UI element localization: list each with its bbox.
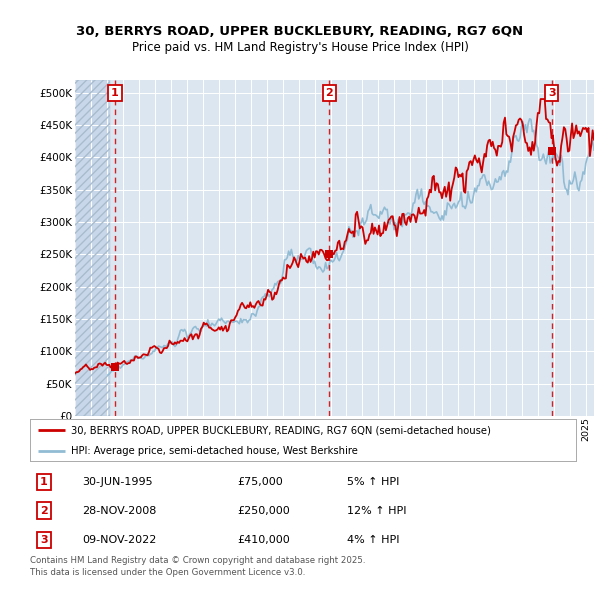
Text: Price paid vs. HM Land Registry's House Price Index (HPI): Price paid vs. HM Land Registry's House … (131, 41, 469, 54)
Text: 28-NOV-2008: 28-NOV-2008 (82, 506, 156, 516)
Text: 30, BERRYS ROAD, UPPER BUCKLEBURY, READING, RG7 6QN: 30, BERRYS ROAD, UPPER BUCKLEBURY, READI… (76, 25, 524, 38)
Text: 30, BERRYS ROAD, UPPER BUCKLEBURY, READING, RG7 6QN (semi-detached house): 30, BERRYS ROAD, UPPER BUCKLEBURY, READI… (71, 425, 491, 435)
Text: 2: 2 (40, 506, 47, 516)
Text: 30-JUN-1995: 30-JUN-1995 (82, 477, 152, 487)
Text: 12% ↑ HPI: 12% ↑ HPI (347, 506, 406, 516)
Text: £410,000: £410,000 (238, 535, 290, 545)
Text: Contains HM Land Registry data © Crown copyright and database right 2025.: Contains HM Land Registry data © Crown c… (30, 556, 365, 565)
Text: 1: 1 (40, 477, 47, 487)
Text: HPI: Average price, semi-detached house, West Berkshire: HPI: Average price, semi-detached house,… (71, 446, 358, 455)
Text: 2: 2 (325, 88, 333, 98)
Text: 3: 3 (548, 88, 556, 98)
Text: £75,000: £75,000 (238, 477, 283, 487)
Text: 5% ↑ HPI: 5% ↑ HPI (347, 477, 399, 487)
Text: 4% ↑ HPI: 4% ↑ HPI (347, 535, 399, 545)
Text: 3: 3 (40, 535, 47, 545)
Text: 09-NOV-2022: 09-NOV-2022 (82, 535, 156, 545)
Text: £250,000: £250,000 (238, 506, 290, 516)
Bar (75, 80, 110, 416)
Bar (75, 80, 110, 416)
Text: 1: 1 (111, 88, 119, 98)
Text: This data is licensed under the Open Government Licence v3.0.: This data is licensed under the Open Gov… (30, 568, 305, 577)
